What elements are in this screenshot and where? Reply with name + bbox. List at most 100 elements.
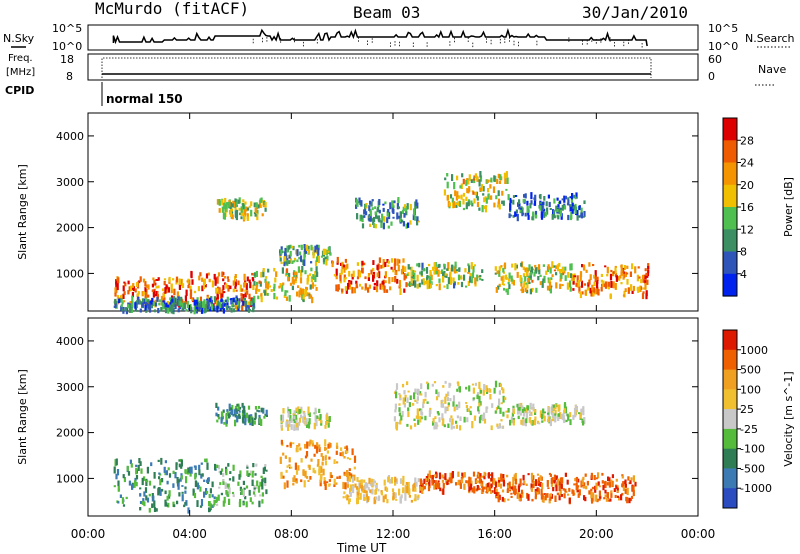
cell (521, 491, 524, 498)
cell (169, 297, 172, 301)
cell (503, 287, 506, 291)
cell (400, 494, 403, 499)
cell (414, 477, 417, 483)
cell (198, 275, 201, 281)
cell (343, 456, 346, 459)
cell (593, 287, 596, 293)
cell (300, 408, 303, 412)
cell (434, 425, 437, 428)
cell (191, 279, 194, 285)
cell (507, 498, 510, 501)
cell (374, 489, 377, 495)
cell (598, 490, 601, 498)
cell (267, 268, 270, 273)
cell (384, 201, 387, 205)
cell (604, 281, 608, 289)
cell (498, 204, 501, 210)
cell (479, 175, 483, 182)
cell (339, 281, 342, 284)
cell (314, 470, 317, 474)
cell (311, 297, 314, 304)
colorbar-tick-label: 28 (740, 134, 754, 147)
cell (449, 279, 453, 285)
cell (391, 207, 394, 212)
cell (481, 475, 484, 478)
colorbar-swatch (723, 273, 737, 297)
cell (408, 402, 411, 408)
cell (490, 195, 493, 200)
cell (477, 409, 481, 414)
cell (468, 265, 471, 273)
cell (302, 299, 305, 303)
cell (383, 479, 386, 486)
cell (588, 262, 591, 267)
cell (641, 293, 645, 300)
cell (397, 206, 400, 209)
cell (261, 484, 264, 490)
cell (622, 294, 626, 297)
cell (243, 213, 246, 220)
cell (164, 471, 167, 476)
cell (602, 280, 605, 287)
cell (345, 495, 348, 499)
cell (312, 251, 315, 256)
cell (549, 494, 552, 501)
cell (541, 482, 544, 490)
cell (527, 473, 530, 476)
cell (608, 477, 611, 482)
cell (318, 465, 321, 473)
cell (283, 256, 287, 262)
cell (227, 285, 230, 287)
cell (198, 303, 201, 307)
cell (160, 295, 164, 302)
cell (320, 473, 323, 481)
cell (390, 221, 393, 226)
cell (255, 204, 258, 210)
cell (499, 407, 502, 414)
cell (286, 245, 289, 253)
cell (123, 300, 126, 303)
cell (262, 268, 265, 272)
cell (166, 301, 169, 306)
cell (570, 263, 573, 271)
cell (129, 459, 132, 465)
cell (565, 419, 568, 423)
cell (585, 269, 588, 273)
cell (346, 476, 349, 482)
cell (114, 303, 117, 308)
cell (252, 303, 255, 310)
cell (254, 406, 258, 410)
cell (222, 500, 225, 507)
cell (485, 385, 488, 392)
cell (287, 424, 290, 431)
cell (157, 277, 160, 281)
nave-tick-bottom: 0 (708, 70, 715, 83)
cell (496, 423, 499, 428)
cell (624, 271, 627, 277)
cell (380, 264, 383, 269)
cell (399, 478, 403, 484)
cell (356, 495, 359, 501)
cell (342, 496, 345, 499)
cell (416, 396, 419, 401)
cell (463, 472, 466, 478)
cell (294, 462, 297, 470)
cell (402, 221, 405, 227)
cell (522, 273, 526, 278)
cell (333, 484, 336, 487)
cell (217, 414, 220, 418)
cell (358, 197, 361, 204)
cell (133, 482, 136, 488)
cell (394, 258, 397, 266)
cell (407, 222, 410, 228)
cell (596, 276, 599, 281)
cell (409, 395, 412, 400)
cell (406, 203, 409, 210)
cell (413, 418, 416, 421)
cell (572, 288, 575, 291)
cell (220, 492, 223, 496)
cell (620, 282, 623, 285)
cell (150, 303, 154, 309)
cell (244, 201, 247, 205)
cell (609, 293, 612, 300)
